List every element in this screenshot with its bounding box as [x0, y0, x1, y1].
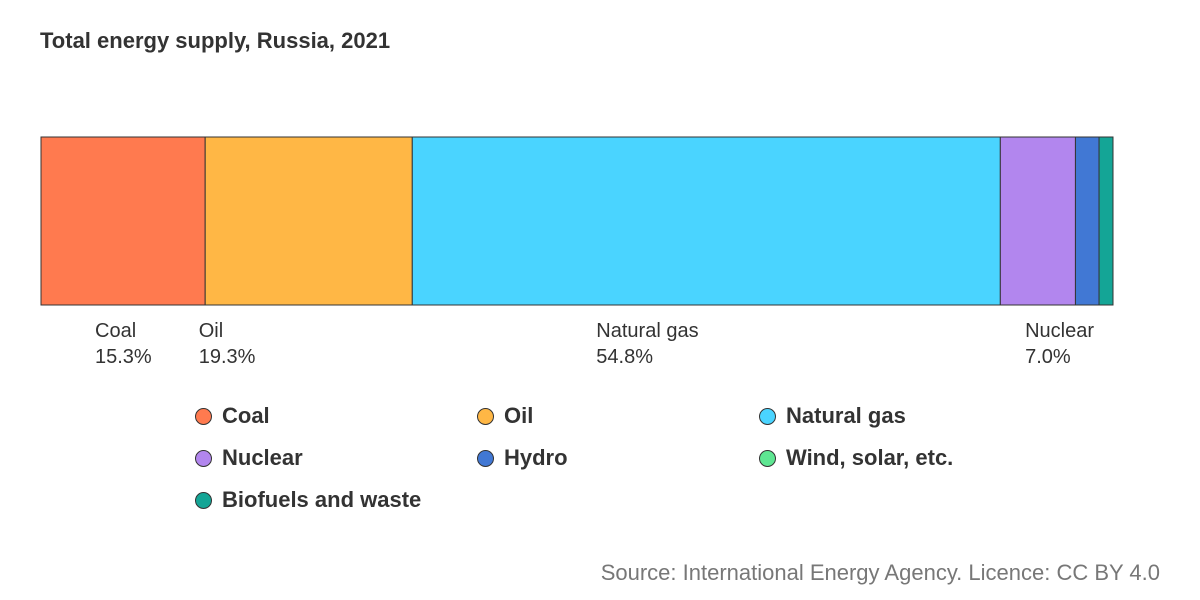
- legend-swatch-coal: [195, 407, 212, 425]
- legend-swatch-natural-gas: [759, 407, 776, 425]
- legend-label-wind-solar-etc: Wind, solar, etc.: [786, 445, 954, 470]
- legend-label-natural-gas: Natural gas: [786, 403, 906, 428]
- legend-item-hydro: Hydro: [477, 444, 759, 472]
- bar-segment-oil: [204, 136, 413, 306]
- stacked-bar-chart: Coal 15.3% Oil 19.3% Natural gas 54.8% Nuclear…: [40, 136, 1114, 368]
- bar-segment-natural-gas: [411, 136, 1001, 306]
- chart-title: Total energy supply, Russia, 2021: [40, 28, 391, 53]
- bar-segment-coal: [40, 136, 206, 306]
- legend-item-nuclear: Nuclear: [195, 444, 477, 472]
- legend-swatch-biofuels-and-waste: [195, 491, 212, 509]
- segment-value-oil: 19.3%: [199, 346, 256, 368]
- legend-label-nuclear: Nuclear: [222, 445, 303, 470]
- legend-item-natural-gas: Natural gas: [759, 402, 1045, 430]
- legend-swatch-oil: [477, 407, 494, 425]
- bar-segment-nuclear: [999, 136, 1076, 306]
- legend-item-biofuels-and-waste: Biofuels and waste: [195, 486, 477, 514]
- bar-segment-biofuels-and-waste: [1098, 136, 1114, 306]
- segment-label-natural-gas: Natural gas: [596, 320, 698, 342]
- bar-segment-hydro: [1074, 136, 1100, 306]
- legend-label-hydro: Hydro: [504, 445, 568, 470]
- legend-item-oil: Oil: [477, 402, 759, 430]
- legend: Coal Oil Natural gas Nuclear Hydro Wind, sola…: [195, 402, 1045, 514]
- segment-value-nuclear: 7.0%: [1025, 346, 1071, 368]
- segment-label-nuclear: Nuclear: [1025, 320, 1094, 342]
- segment-label-coal: Coal: [95, 320, 136, 342]
- legend-item-wind-solar-etc: Wind, solar, etc.: [759, 444, 1045, 472]
- legend-swatch-wind-solar-etc: [759, 449, 776, 467]
- segment-value-natural-gas: 54.8%: [596, 346, 653, 368]
- legend-swatch-nuclear: [195, 449, 212, 467]
- legend-label-oil: Oil: [504, 403, 534, 428]
- legend-swatch-hydro: [477, 449, 494, 467]
- segment-label-oil: Oil: [199, 320, 223, 342]
- legend-label-biofuels-and-waste: Biofuels and waste: [222, 487, 422, 512]
- source-note: Source: International Energy Agency. Lic…: [600, 560, 1160, 585]
- legend-label-coal: Coal: [222, 403, 270, 428]
- legend-item-coal: Coal: [195, 402, 477, 430]
- segment-value-coal: 15.3%: [95, 346, 152, 368]
